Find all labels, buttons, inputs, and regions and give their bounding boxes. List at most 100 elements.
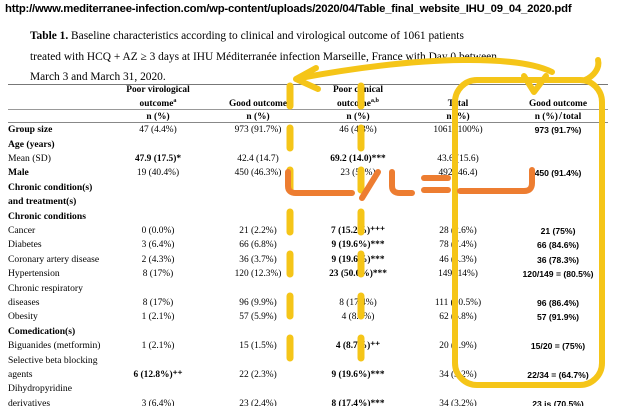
- header-pc-footnote: a,b: [370, 96, 379, 104]
- header-pv-line2: outcome: [139, 98, 174, 109]
- table-row: Mean (SD) 47.9 (17.5)* 42.4 (14.7) 69.2 (14…: [8, 152, 608, 166]
- table-row: Chronic respiratory diseases 8 (17%) 96 (9…: [8, 282, 608, 311]
- cell-poor-clinical: 4 (8.7%)⁺⁺: [335, 341, 381, 352]
- caption-line-1: Baseline characteristics according to cl…: [68, 30, 464, 42]
- cell-poor-clinical: [308, 325, 408, 339]
- cell-good-outcome: 57 (5.9%): [239, 312, 277, 323]
- cell-total: 1061 (100%): [433, 125, 483, 136]
- cell-good-outcome-over-total: [508, 210, 608, 224]
- row-label: Dihydropyridine derivatives: [8, 383, 72, 406]
- table-rule-header: [8, 109, 608, 111]
- cell-poor-virological: 3 (6.4%): [141, 240, 175, 251]
- cell-total: 62 (5.8%): [439, 312, 477, 323]
- cell-good-outcome-over-total: 22/34 = (64.7%): [527, 370, 589, 381]
- subheader-pv-n: n (%): [146, 112, 170, 123]
- header-good-outcome-total: Good outcome: [528, 98, 588, 109]
- cell-good-outcome: 15 (1.5%): [239, 341, 277, 352]
- cell-good-outcome: [208, 210, 308, 224]
- cell-total: 149 (14%): [438, 269, 478, 280]
- cell-good-outcome: 42.4 (14.7): [237, 153, 279, 164]
- cell-good-outcome: 21 (2.2%): [239, 225, 277, 236]
- table-row: Group size 47 (4.4%) 973 (91.7%) 46 (4.3%) 1…: [8, 123, 608, 137]
- cell-poor-virological: 1 (2.1%): [141, 341, 175, 352]
- cell-poor-clinical: 7 (15.2%)⁺⁺⁺: [331, 225, 385, 236]
- table-row: Male 19 (40.4%) 450 (46.3%) 23 (50%) 492 (46…: [8, 166, 608, 180]
- cell-good-outcome-over-total: 57 (91.9%): [536, 312, 580, 323]
- cell-poor-clinical: [308, 181, 408, 210]
- cell-good-outcome: 450 (46.3%): [234, 168, 282, 179]
- header-col-blank: [8, 85, 108, 110]
- cell-good-outcome-over-total: [508, 138, 608, 152]
- cell-poor-virological: 47 (4.4%): [139, 125, 177, 136]
- table-header-row: Poor virological outcomea Good outcome P…: [8, 85, 608, 110]
- header-poor-clinical-outcome: Poor clinical outcomea,b: [308, 85, 408, 110]
- cell-good-outcome: [208, 325, 308, 339]
- cell-total: 78 (7.4%): [439, 240, 477, 251]
- row-label: Hypertension: [8, 268, 60, 280]
- cell-good-outcome: [208, 138, 308, 152]
- cell-total: [408, 210, 508, 224]
- cell-poor-virological: 19 (40.4%): [136, 168, 180, 179]
- page-url[interactable]: http://www.mediterranee-infection.com/wp…: [5, 3, 572, 15]
- row-label: Biguanides (metformin): [8, 340, 101, 352]
- cell-poor-virological: 47.9 (17.5)*: [134, 153, 182, 164]
- cell-poor-virological: 3 (6.4%): [141, 398, 175, 406]
- header-good-outcome: Good outcome: [228, 98, 288, 109]
- table-row: Comedication(s): [8, 325, 608, 339]
- row-label: Coronary artery disease: [8, 253, 100, 265]
- caption-line-3: March 3 and March 31, 2020.: [30, 71, 166, 83]
- header-pv-line1: Poor virological: [126, 85, 190, 95]
- cell-total: [408, 181, 508, 210]
- cell-poor-virological: 2 (4.3%): [141, 254, 175, 265]
- cell-good-outcome: 22 (2.3%): [239, 370, 277, 381]
- cell-good-outcome: 120 (12.3%): [234, 269, 282, 280]
- cell-total: 43.6 (15.6): [437, 153, 479, 164]
- row-label: Mean (SD): [8, 152, 51, 164]
- cell-total: 28 (2.6%): [439, 225, 477, 236]
- cell-poor-clinical: 23 (50%): [340, 168, 376, 179]
- cell-poor-clinical: [308, 138, 408, 152]
- cell-good-outcome: 973 (91.7%): [234, 125, 282, 136]
- cell-poor-clinical: 4 (8.7%): [341, 312, 375, 323]
- subheader-pc-n: n (%): [346, 112, 370, 123]
- cell-good-outcome-over-total: 21 (75%): [540, 225, 576, 236]
- cell-poor-virological: 6 (12.8%)⁺⁺: [133, 370, 183, 381]
- cell-poor-virological: [108, 325, 208, 339]
- subheader-go2-n: n (%)/total: [508, 110, 608, 123]
- cell-good-outcome: 66 (6.8%): [239, 240, 277, 251]
- cell-poor-virological: 1 (2.1%): [141, 312, 175, 323]
- row-label: Obesity: [8, 311, 38, 323]
- cell-good-outcome-over-total: 120/149 = (80.5%): [522, 269, 594, 280]
- row-label: Group size: [8, 124, 53, 136]
- cell-poor-virological: 0 (0.0%): [141, 225, 175, 236]
- cell-good-outcome-over-total: [508, 152, 608, 166]
- cell-poor-virological: 8 (17%): [142, 298, 174, 308]
- cell-poor-clinical: 23 (50.0%)***: [329, 269, 387, 280]
- table-row: Dihydropyridine derivatives 3 (6.4%) 23 (2…: [8, 382, 608, 406]
- table-row: Chronic condition(s) and treatment(s): [8, 181, 608, 210]
- table-row: Biguanides (metformin) 1 (2.1%) 15 (1.5%) 4…: [8, 339, 608, 353]
- cell-poor-virological: 8 (17%): [142, 269, 174, 280]
- row-label: Chronic conditions: [8, 210, 86, 222]
- cell-poor-clinical: 8 (17.4%)***: [331, 398, 385, 406]
- table-row: Cancer 0 (0.0%) 21 (2.2%) 7 (15.2%)⁺⁺⁺ 28 (2…: [8, 224, 608, 238]
- cell-total: [408, 325, 508, 339]
- row-label: Selective beta blocking agents: [8, 354, 98, 381]
- cell-poor-clinical: 9 (19.6%)***: [331, 254, 385, 265]
- row-label: Comedication(s): [8, 325, 76, 337]
- cell-good-outcome-over-total: 973 (91.7%): [534, 125, 582, 136]
- header-pc-line1: Poor clinical: [332, 85, 384, 95]
- cell-total: 34 (3.2%): [439, 370, 477, 381]
- cell-good-outcome: 23 (2.4%): [239, 398, 277, 406]
- subheader-total-n: n (%): [446, 112, 470, 123]
- cell-poor-virological: [108, 181, 208, 210]
- table-row: Selective beta blocking agents 6 (12.8%)⁺…: [8, 354, 608, 383]
- caption-line-2: treated with HCQ + AZ ≥ 3 days at IHU Mé…: [30, 50, 497, 63]
- row-label: Diabetes: [8, 239, 42, 251]
- cell-good-outcome-over-total: 15/20 = (75%): [530, 341, 586, 352]
- cell-total: [408, 138, 508, 152]
- caption-label: Table 1.: [30, 30, 69, 42]
- cell-good-outcome: [208, 181, 308, 210]
- table-rule-body: [8, 122, 608, 124]
- subheader-blank: [8, 110, 108, 123]
